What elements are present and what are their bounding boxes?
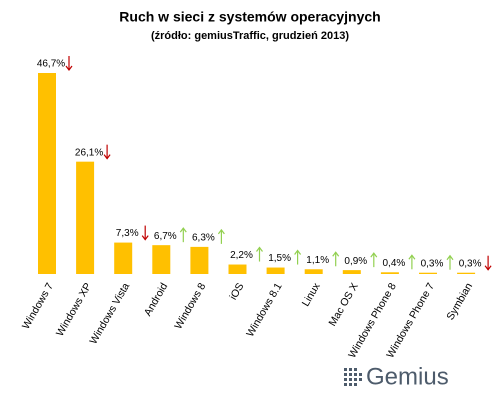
trend-arrow-head [65,65,73,71]
x-tick-label: Mac OS X [326,281,360,328]
value-label: 0,3% [459,258,482,269]
x-tick-label: Android [142,281,171,318]
chart-title: Ruch w sieci z systemów operacyjnych [119,9,380,25]
bar [38,73,56,274]
value-label: 0,4% [383,258,406,269]
bar [76,161,95,274]
x-tick-label: Windows 7 [20,281,56,332]
value-label: 6,7% [154,231,177,242]
x-tick-label: Linux [300,280,323,308]
bar [419,272,437,274]
trend-arrow-head [179,227,187,233]
bar [380,272,399,274]
logo: Gemius [366,363,449,390]
trend-arrow [484,255,492,271]
logo-icon [344,368,362,386]
bar [457,272,476,274]
x-tick-label: Windows 8 [172,281,208,332]
x-tick-label: Symbian [444,281,475,323]
trend-arrow [256,246,263,262]
value-label: 0,9% [344,256,367,267]
trend-arrow-head [141,235,149,241]
trend-arrow-head [294,249,302,255]
trend-arrow-head [217,228,225,235]
value-label: 1,5% [268,253,291,264]
value-label: 7,3% [116,228,139,239]
chart-subtitle: (źródło: gemiusTraffic, grudzień 2013) [151,30,349,42]
trend-arrow [294,249,302,265]
x-tick-label: Windows 8.1 [244,281,285,339]
bar [304,269,323,274]
trend-arrow-head [332,251,340,257]
value-label: 6,3% [192,233,215,244]
bar [228,264,247,274]
trend-arrow [217,228,225,244]
bar [266,267,285,274]
bar [342,270,361,274]
value-label: 26,1% [75,147,103,158]
trend-arrow [103,144,111,160]
trend-arrow [408,254,416,270]
value-label: 0,3% [421,258,444,269]
trend-arrow [370,252,378,268]
bar [114,242,133,274]
bar [190,246,209,274]
trend-arrow-head [370,252,378,258]
x-tick-label: Windows XP [54,281,94,339]
value-label: 1,1% [306,255,329,266]
trend-arrow [141,225,149,241]
trend-arrow-head [484,265,492,271]
x-tick-label: Windows Vista [87,281,132,347]
trend-arrow-head [103,154,111,160]
trend-arrow-head [446,254,454,261]
x-tick-label: iOS [227,281,246,302]
trend-arrow [65,56,73,71]
value-label: 2,2% [230,250,253,261]
trend-arrow-head [408,254,416,260]
bar [152,245,171,274]
trend-arrow-head [256,246,263,252]
value-label: 46,7% [37,59,65,70]
trend-arrow [446,254,454,270]
trend-arrow [332,251,340,267]
trend-arrow [179,227,187,243]
